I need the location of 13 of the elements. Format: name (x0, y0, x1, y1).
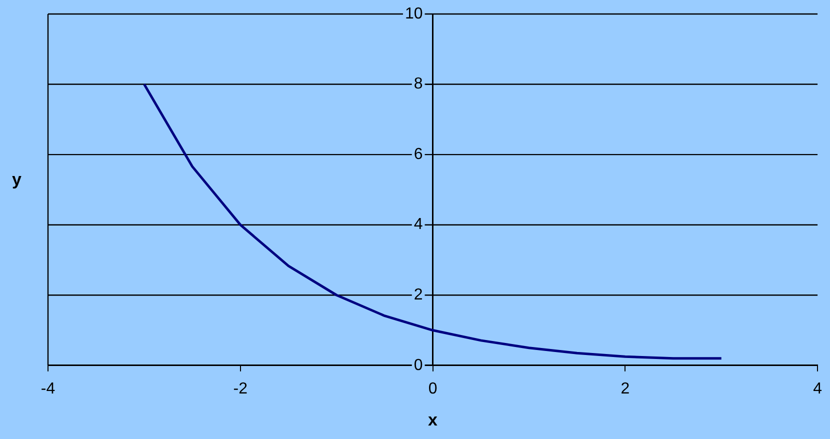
y-tick-label: 8 (414, 76, 423, 93)
x-tick-label: -2 (233, 380, 248, 398)
y-tick-label: 0 (414, 356, 423, 374)
y-tick-label: 2 (414, 286, 423, 304)
y-tick-label: 4 (414, 216, 423, 234)
x-tick-label: 0 (428, 380, 438, 398)
y-axis-title: y (12, 170, 22, 190)
x-tick-label: -4 (40, 380, 56, 398)
y-tick-label: 6 (414, 146, 423, 163)
x-axis-title: x (428, 410, 438, 430)
y-tick-label: 10 (404, 5, 423, 22)
x-tick-label: 4 (813, 380, 822, 398)
x-tick-label: 2 (620, 380, 630, 398)
